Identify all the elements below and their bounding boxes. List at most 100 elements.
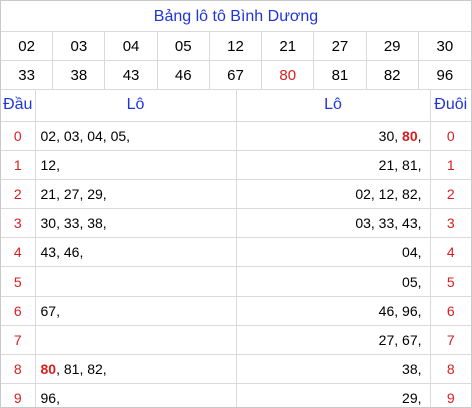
loto-number-cell: 04	[105, 32, 158, 61]
loto-value: 12	[378, 185, 395, 202]
table-title: Bảng lô tô Bình Dương	[1, 1, 471, 32]
loto-value: 43	[40, 244, 57, 261]
loto-value: 27	[63, 185, 80, 202]
dau-cell: 2	[1, 179, 36, 210]
loto-value: 02	[355, 185, 371, 202]
lo-left-cell	[35, 266, 237, 297]
duoi-cell: 7	[430, 325, 471, 356]
header-row: Đầu Lô Lô Đuôi	[1, 90, 471, 122]
loto-value: 38	[87, 215, 103, 232]
loto-number-cell: 21	[262, 32, 315, 61]
loto-value: 04	[87, 127, 103, 144]
loto-value: 46	[63, 244, 80, 261]
loto-value: 67	[402, 331, 418, 348]
loto-number-cell: 03	[53, 32, 106, 61]
lo-right-cell: 02, 12, 82,	[236, 179, 431, 210]
lo-right-cell: 05,	[236, 266, 431, 297]
lo-left-cell	[35, 325, 237, 356]
loto-value: 46	[378, 302, 395, 319]
table-row: 9 96, 29, 9	[1, 383, 471, 407]
dau-cell: 3	[1, 208, 36, 239]
dau-cell: 6	[1, 296, 36, 326]
loto-value: 21	[40, 185, 57, 202]
loto-value: 81	[63, 361, 80, 378]
lo-right-cell: 03, 33, 43,	[236, 208, 431, 239]
loto-number-cell: 82	[366, 61, 419, 90]
loto-number-cell: 30	[418, 32, 471, 61]
loto-value: 05	[110, 127, 127, 144]
loto-value: 81	[402, 156, 418, 173]
lo-right-cell: 38,	[236, 354, 431, 385]
loto-number-cell: 12	[209, 32, 263, 61]
loto-value: 02	[40, 127, 57, 144]
header-dau: Đầu	[1, 90, 36, 122]
loto-value: 29	[87, 185, 103, 202]
loto-number-cell: 27	[314, 32, 367, 61]
loto-value: 12	[40, 156, 57, 173]
loto-number-cell: 05	[157, 32, 210, 61]
loto-number-cell: 80	[262, 61, 315, 90]
loto-value: 43	[402, 215, 418, 232]
lo-right-cell: 30, 80,	[236, 121, 431, 151]
table-row: 2 21, 27, 29, 02, 12, 82, 2	[1, 179, 471, 210]
loto-value: 29	[402, 390, 418, 407]
lo-right-cell: 46, 96,	[236, 296, 431, 326]
lo-left-cell: 43, 46,	[35, 237, 237, 268]
lo-right-cell: 27, 67,	[236, 325, 431, 356]
lo-left-cell: 12,	[35, 150, 237, 180]
loto-value: 82	[402, 185, 418, 202]
header-duoi: Đuôi	[430, 90, 471, 122]
loto-number-cell: 43	[105, 61, 158, 90]
loto-value: 80	[40, 361, 57, 378]
dau-cell: 1	[1, 150, 36, 180]
header-lo-right: Lô	[236, 90, 431, 122]
duoi-cell: 0	[430, 121, 471, 151]
dau-cell: 4	[1, 237, 36, 268]
duoi-cell: 8	[430, 354, 471, 385]
loto-value: 96	[40, 390, 57, 407]
table-row: 4 43, 46, 04, 4	[1, 237, 471, 268]
duoi-cell: 4	[430, 237, 471, 268]
loto-number-cell: 38	[53, 61, 106, 90]
duoi-cell: 1	[430, 150, 471, 180]
dau-cell: 9	[1, 383, 36, 407]
dau-cell: 8	[1, 354, 36, 385]
table-row: 5 05, 5	[1, 266, 471, 297]
loto-value: 04	[402, 244, 418, 261]
loto-value: 80	[402, 127, 418, 144]
loto-number-cell: 29	[366, 32, 419, 61]
loto-value: 05	[402, 273, 418, 290]
loto-number-cell: 96	[418, 61, 471, 90]
duoi-cell: 6	[430, 296, 471, 326]
loto-value: 03	[63, 127, 80, 144]
dau-duoi-table: Đầu Lô Lô Đuôi 0 02, 03, 04, 05, 30, 80, 0 1…	[1, 90, 471, 407]
loto-value: 30	[40, 215, 57, 232]
loto-value: 33	[63, 215, 80, 232]
table-row: 8 80, 81, 82, 38, 8	[1, 354, 471, 385]
loto-value: 03	[355, 215, 371, 232]
duoi-cell: 3	[430, 208, 471, 239]
loto-value: 67	[40, 302, 57, 319]
duoi-cell: 5	[430, 266, 471, 297]
dau-cell: 0	[1, 121, 36, 151]
lo-left-cell: 96,	[35, 383, 237, 407]
table-row: 3 30, 33, 38, 03, 33, 43, 3	[1, 208, 471, 239]
lo-left-cell: 02, 03, 04, 05,	[35, 121, 237, 151]
loto-number-cell: 81	[314, 61, 367, 90]
lo-right-cell: 04,	[236, 237, 431, 268]
header-lo-left: Lô	[35, 90, 237, 122]
loto-number-cell: 02	[1, 32, 54, 61]
duoi-cell: 9	[430, 383, 471, 407]
loto-number-cell: 33	[1, 61, 54, 90]
loto-value: 27	[378, 331, 395, 348]
table-row: 1 12, 21, 81, 1	[1, 150, 471, 180]
lo-left-cell: 67,	[35, 296, 237, 326]
loto-number-cell: 67	[209, 61, 263, 90]
dau-cell: 5	[1, 266, 36, 297]
lo-left-cell: 80, 81, 82,	[35, 354, 237, 385]
table-row: 7 27, 67, 7	[1, 325, 471, 356]
loto-numbers-grid: 02 03 04 05 12 21 27 29 30 33 38 43 46 67 80 81 82 96	[1, 32, 471, 90]
duoi-cell: 2	[430, 179, 471, 210]
loto-value: 96	[402, 302, 418, 319]
